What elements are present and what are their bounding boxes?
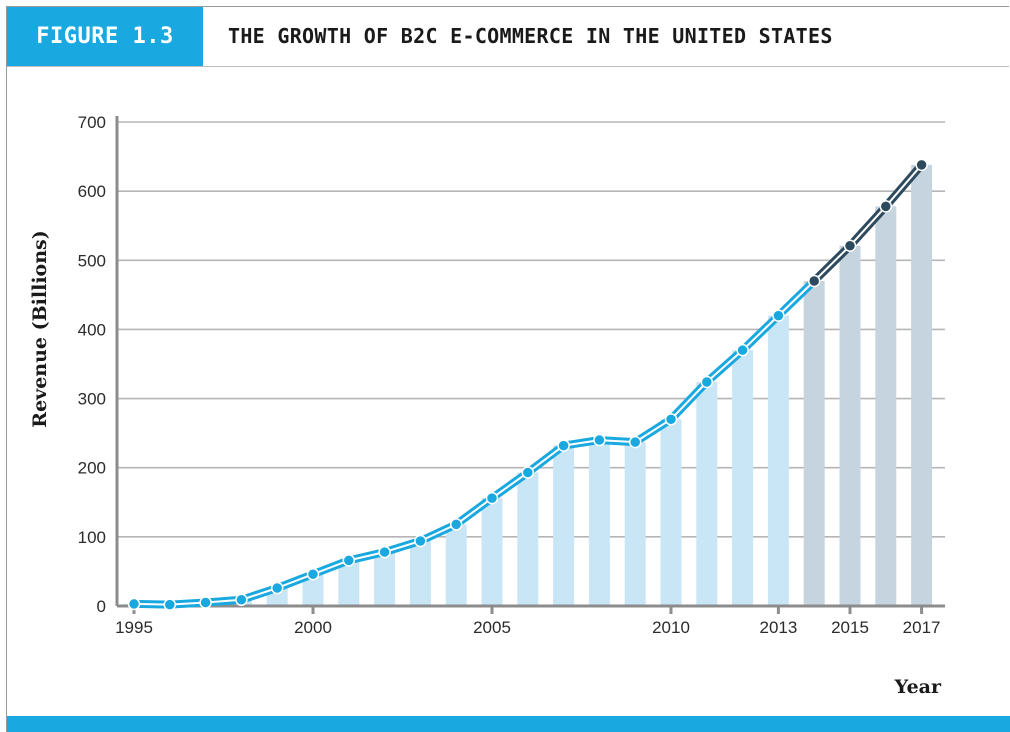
bar-2017 <box>911 164 933 606</box>
bars <box>123 164 933 606</box>
bar-2002 <box>374 552 396 606</box>
y-axis-title: Revenue (Billions) <box>29 230 51 427</box>
point-2004 <box>449 518 463 531</box>
point-2006 <box>521 466 535 479</box>
bar-2008 <box>588 440 610 606</box>
x-tick-label: 2017 <box>903 618 941 637</box>
point-2002 <box>378 545 391 559</box>
bar-2003 <box>409 541 431 606</box>
point-2016 <box>879 200 893 213</box>
point-2009 <box>628 435 642 449</box>
figure-label: FIGURE 1.3 <box>7 7 203 66</box>
x-tick-label: 2015 <box>831 618 869 637</box>
point-2008 <box>593 433 606 447</box>
bar-2010 <box>660 419 682 606</box>
bar-2007 <box>553 445 575 606</box>
trend-line-actual-inner <box>133 280 816 606</box>
bar-2006 <box>517 472 539 606</box>
x-tick-labels: 1995 2000 2005 2010 2013 2015 2017 <box>115 618 940 637</box>
point-2017 <box>915 158 928 172</box>
trend-line-projected-inner <box>813 163 923 282</box>
point-2013 <box>772 309 785 322</box>
point-2011 <box>700 375 714 389</box>
point-2015 <box>843 239 857 253</box>
bottom-accent-bar <box>7 716 1010 732</box>
point-1996 <box>163 598 177 611</box>
y-tick-label: 300 <box>78 390 106 409</box>
bar-2016 <box>875 206 897 606</box>
figure-frame <box>6 6 1009 732</box>
bar-2001 <box>338 560 360 606</box>
point-2001 <box>342 554 356 567</box>
point-1999 <box>270 581 284 595</box>
axes <box>115 116 945 614</box>
point-1995 <box>127 597 141 611</box>
point-1997 <box>199 596 212 609</box>
bar-2004 <box>445 524 467 606</box>
trend-line <box>127 158 928 611</box>
y-tick-label: 0 <box>97 597 106 616</box>
point-2000 <box>306 567 320 581</box>
y-tick-label: 500 <box>78 251 106 270</box>
point-2014 <box>807 274 821 288</box>
figure-title: THE GROWTH OF B2C E-COMMERCE IN THE UNIT… <box>228 24 833 48</box>
point-1998 <box>235 593 248 607</box>
bar-2014 <box>803 281 825 606</box>
y-tick-label: 700 <box>78 113 106 132</box>
x-tick-label: 2000 <box>294 618 332 637</box>
point-2012 <box>736 343 749 357</box>
bar-2011 <box>696 381 718 606</box>
x-tick-label: 2005 <box>473 618 511 637</box>
y-tick-label: 200 <box>78 459 106 478</box>
y-tick-label: 600 <box>78 182 106 201</box>
point-2003 <box>414 534 427 548</box>
x-tick-label: 2013 <box>759 618 797 637</box>
bar-2005 <box>481 498 503 606</box>
point-2007 <box>557 439 570 452</box>
y-tick-label: 100 <box>78 528 106 547</box>
bar-2009 <box>624 442 646 606</box>
x-tick-label: 1995 <box>115 618 153 637</box>
bar-2012 <box>732 350 754 606</box>
y-tick-label: 400 <box>78 320 106 339</box>
bar-2015 <box>839 245 861 606</box>
bar-2000 <box>302 574 324 606</box>
bar-2013 <box>767 315 789 606</box>
x-axis-title: Year <box>894 676 942 698</box>
title-divider <box>7 66 1009 67</box>
point-2010 <box>664 413 678 426</box>
x-tick-label: 2010 <box>652 618 690 637</box>
y-tick-labels: 0 100 200 300 400 500 600 700 <box>78 113 106 616</box>
point-2005 <box>485 491 499 505</box>
